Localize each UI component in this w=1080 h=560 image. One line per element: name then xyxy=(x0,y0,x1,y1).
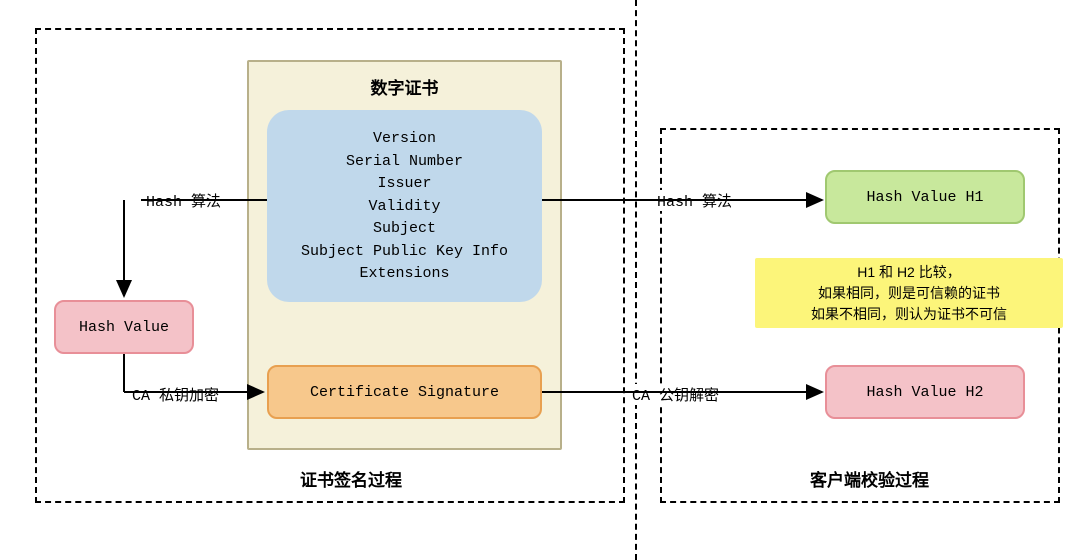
cert-field-subject: Subject xyxy=(267,218,542,241)
right-caption: 客户端校验过程 xyxy=(810,466,929,491)
label-hash-algo-left: Hash 算法 xyxy=(144,190,223,211)
left-caption: 证书签名过程 xyxy=(300,466,402,491)
label-hash-algo-right: Hash 算法 xyxy=(655,190,734,211)
cert-sig-label: Certificate Signature xyxy=(310,384,499,401)
hash-value-box: Hash Value xyxy=(54,300,194,354)
label-ca-priv: CA 私钥加密 xyxy=(130,384,221,405)
cert-field-issuer: Issuer xyxy=(267,173,542,196)
certificate-title: 数字证书 xyxy=(247,74,562,99)
hash-h2-label: Hash Value H2 xyxy=(866,384,983,401)
compare-box: H1 和 H2 比较， 如果相同，则是可信赖的证书 如果不相同，则认为证书不可信 xyxy=(755,258,1063,328)
hash-value-label: Hash Value xyxy=(79,319,169,336)
cert-field-spki: Subject Public Key Info xyxy=(267,241,542,264)
cert-field-serial: Serial Number xyxy=(267,151,542,174)
hash-h2-box: Hash Value H2 xyxy=(825,365,1025,419)
hash-h1-box: Hash Value H1 xyxy=(825,170,1025,224)
cert-field-validity: Validity xyxy=(267,196,542,219)
vertical-divider xyxy=(635,0,637,560)
hash-h1-label: Hash Value H1 xyxy=(866,189,983,206)
certificate-signature: Certificate Signature xyxy=(267,365,542,419)
compare-line3: 如果不相同，则认为证书不可信 xyxy=(755,304,1063,325)
cert-field-version: Version xyxy=(267,128,542,151)
cert-field-ext: Extensions xyxy=(267,263,542,286)
compare-line1: H1 和 H2 比较， xyxy=(755,262,1063,283)
certificate-body: Version Serial Number Issuer Validity Su… xyxy=(267,110,542,302)
compare-line2: 如果相同，则是可信赖的证书 xyxy=(755,283,1063,304)
diagram-root: 数字证书 Version Serial Number Issuer Validi… xyxy=(0,0,1080,560)
label-ca-pub: CA 公钥解密 xyxy=(630,384,721,405)
